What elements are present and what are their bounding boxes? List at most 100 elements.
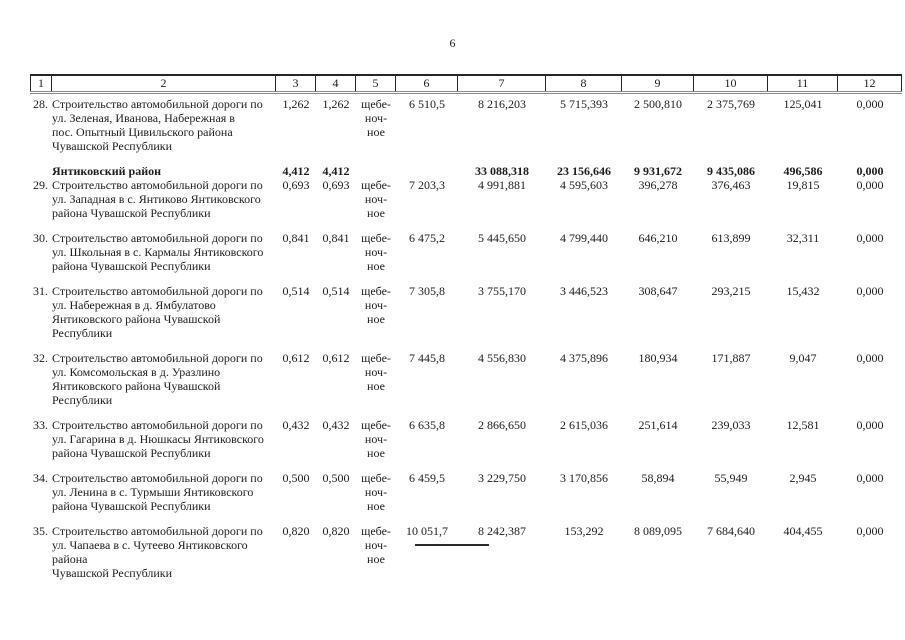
surface-type-line: ное — [367, 206, 385, 220]
column-header-10: 10 — [694, 76, 768, 91]
row-number: 28. — [33, 97, 48, 111]
value-col-4: 0,612 — [322, 351, 350, 365]
description-line: Чувашской Республики — [52, 566, 173, 580]
column-header-9: 9 — [622, 76, 694, 91]
description-line: ул. Чапаева в с. Чутеево Янтиковского ра… — [52, 538, 248, 566]
value-col-11: 125,041 — [783, 97, 823, 111]
description-line: Строительство автомобильной дороги по — [52, 418, 263, 432]
row-number: 31. — [33, 284, 48, 298]
surface-type-line: ноч- — [364, 365, 388, 379]
description-line: Строительство автомобильной дороги по — [52, 351, 263, 365]
value-col-4: 0,500 — [322, 471, 350, 485]
description-line: Чувашской Республики — [52, 139, 173, 153]
value-col-6: 6 510,5 — [409, 97, 445, 111]
column-header-1: 1 — [30, 76, 52, 91]
value-col-9: 646,210 — [638, 231, 678, 245]
value-col-4: 1,262 — [322, 97, 350, 111]
surface-type-line: щебе- — [361, 231, 391, 245]
row-number: 34. — [33, 471, 48, 485]
value-col-11: 404,455 — [783, 524, 823, 538]
value-col-8: 153,292 — [564, 524, 604, 538]
value-col-3: 0,841 — [282, 231, 310, 245]
value-col-8: 5 715,393 — [560, 97, 608, 111]
value-col-5: щебе-ноч-ное — [356, 178, 396, 220]
project-description: Строительство автомобильной дороги по ул.… — [52, 524, 276, 580]
value-col-12: 0,000 — [856, 418, 884, 432]
value-col-7: 33 088,318 — [475, 164, 529, 178]
district-name: Янтиковский район — [52, 164, 162, 178]
column-header-6: 6 — [396, 76, 458, 91]
value-col-7: 5 445,650 — [478, 231, 526, 245]
project-row: 32. Строительство автомобильной дороги по… — [30, 351, 902, 407]
description-line: Строительство автомобильной дороги по — [52, 97, 263, 111]
surface-type-line: ное — [367, 312, 385, 326]
value-col-6: 6 635,8 — [409, 418, 445, 432]
value-col-6: 6 459,5 — [409, 471, 445, 485]
value-col-10: 613,899 — [711, 231, 751, 245]
value-col-12: 0,000 — [856, 471, 884, 485]
row-number: 32. — [33, 351, 48, 365]
value-col-7: 4 991,881 — [478, 178, 526, 192]
value-col-4: 0,841 — [322, 231, 350, 245]
value-col-11: 15,432 — [786, 284, 820, 298]
column-header-12: 12 — [838, 76, 902, 91]
value-col-10: 55,949 — [714, 471, 748, 485]
value-col-6: 6 475,2 — [409, 231, 445, 245]
column-header-8: 8 — [546, 76, 622, 91]
value-col-12: 0,000 — [856, 524, 884, 538]
row-number: 30. — [33, 231, 48, 245]
value-col-11: 19,815 — [786, 178, 820, 192]
description-line: Строительство автомобильной дороги по — [52, 471, 263, 485]
description-line: ул. Комсомольская в д. Уразлино — [52, 365, 221, 379]
project-row: 34. Строительство автомобильной дороги по… — [30, 471, 902, 513]
value-col-11: 9,047 — [789, 351, 817, 365]
description-line: ул. Западная в с. Янтиково Янтиковского — [52, 192, 261, 206]
project-row: 33. Строительство автомобильной дороги по… — [30, 418, 902, 460]
project-description: Строительство автомобильной дороги по ул.… — [52, 231, 276, 273]
value-col-3: 4,412 — [282, 164, 310, 178]
column-header-5: 5 — [356, 76, 396, 91]
value-col-8: 4 595,603 — [560, 178, 608, 192]
footnote-separator-line — [415, 544, 489, 546]
value-col-11: 12,581 — [786, 418, 820, 432]
value-col-7: 3 755,170 — [478, 284, 526, 298]
value-col-3: 0,514 — [282, 284, 310, 298]
surface-type-line: ноч- — [364, 485, 388, 499]
description-line: Янтиковского района Чувашской Республики — [52, 379, 221, 407]
column-header-2: 2 — [52, 76, 276, 91]
value-col-12: 0,000 — [856, 284, 884, 298]
surface-type-line: ное — [367, 552, 385, 566]
value-col-12: 0,000 — [856, 351, 884, 365]
value-col-5: щебе-ноч-ное — [356, 231, 396, 273]
value-col-6: 7 445,8 — [409, 351, 445, 365]
value-col-3: 0,820 — [282, 524, 310, 538]
surface-type-line: ноч- — [364, 111, 388, 125]
value-col-4: 0,693 — [322, 178, 350, 192]
value-col-11: 32,311 — [786, 231, 820, 245]
value-col-9: 251,614 — [638, 418, 678, 432]
value-col-7: 8 242,387 — [478, 524, 526, 538]
surface-type-line: щебе- — [361, 351, 391, 365]
description-line: Строительство автомобильной дороги по — [52, 231, 263, 245]
column-header-11: 11 — [768, 76, 838, 91]
project-row: 29. Строительство автомобильной дороги по… — [30, 178, 902, 220]
value-col-6 — [396, 164, 458, 178]
column-header-4: 4 — [316, 76, 356, 91]
description-line: ул. Ленина в с. Турмыши Янтиковского — [52, 485, 254, 499]
value-col-3: 0,612 — [282, 351, 310, 365]
description-line: Строительство автомобильной дороги по — [52, 284, 263, 298]
value-col-5: щебе-ноч-ное — [356, 97, 396, 153]
district-total-row: Янтиковский район 4,412 4,412 33 088,318 23 … — [30, 164, 902, 178]
value-col-10: 239,033 — [711, 418, 751, 432]
value-col-5: щебе-ноч-ное — [356, 351, 396, 407]
surface-type-line: ноч- — [364, 192, 388, 206]
surface-type-line: ное — [367, 379, 385, 393]
project-description: Строительство автомобильной дороги по ул.… — [52, 284, 276, 340]
description-line: ул. Зеленая, Иванова, Набережная в — [52, 111, 235, 125]
value-col-7: 8 216,203 — [478, 97, 526, 111]
value-col-5: щебе-ноч-ное — [356, 418, 396, 460]
value-col-11: 2,945 — [789, 471, 817, 485]
project-description: Строительство автомобильной дороги по ул.… — [52, 471, 276, 513]
description-line: района Чувашской Республики — [52, 446, 211, 460]
value-col-10: 9 435,086 — [707, 164, 755, 178]
